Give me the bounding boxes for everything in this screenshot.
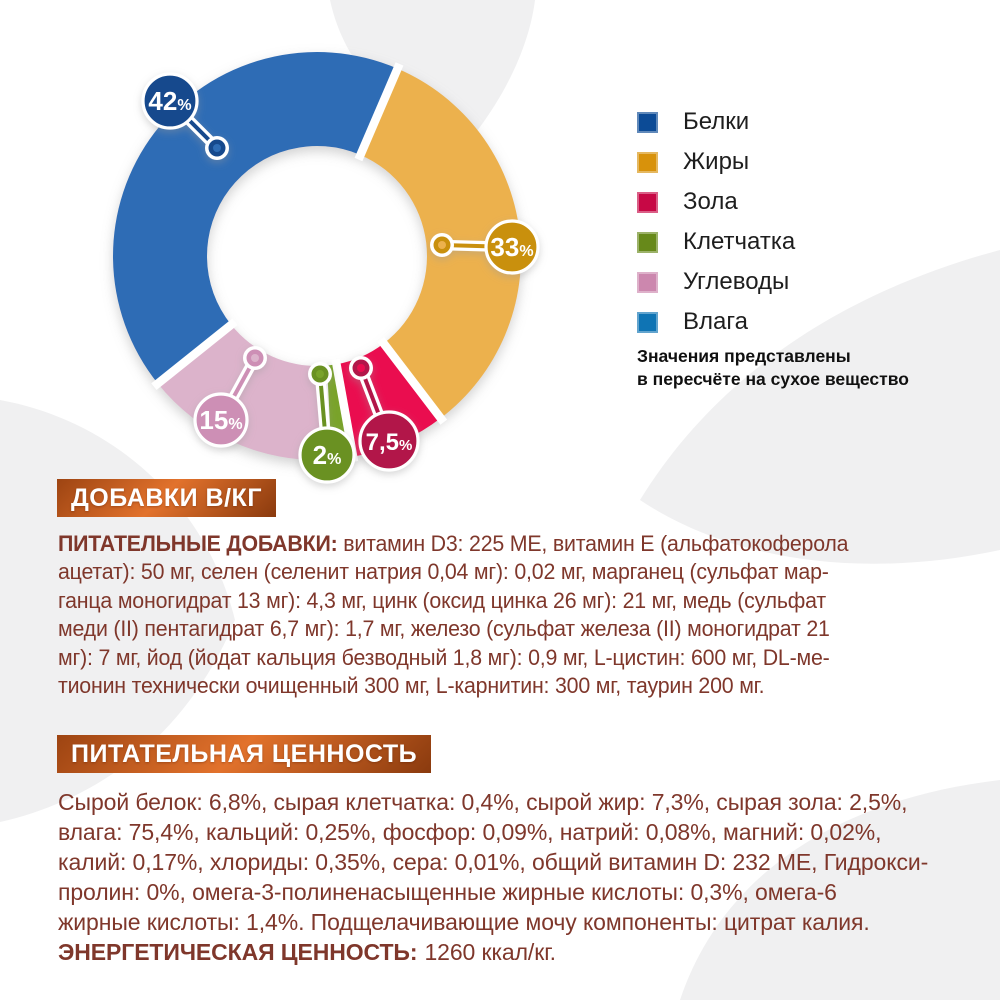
additives-bold-label: ПИТАТЕЛЬНЫЕ ДОБАВКИ: [58,531,338,556]
legend-label: Зола [683,188,738,215]
callout-value-label: 7,5% [366,429,413,456]
section-header-nutrition: ПИТАТЕЛЬНАЯ ЦЕННОСТЬ [57,735,432,773]
callout-Жиры: 33% [430,219,540,275]
energy-label: ЭНЕРГЕТИЧЕСКАЯ ЦЕННОСТЬ: [58,939,418,965]
segment-separator [151,318,238,390]
legend-label: Влага [683,308,748,335]
callout-dot-center [251,354,259,362]
callout-value-label: 15% [199,405,242,435]
legend-label: Жиры [683,148,750,175]
callout-dot-center [316,370,324,378]
legend-item: Клетчатка [637,222,795,262]
additives-first-line: ПИТАТЕЛЬНЫЕ ДОБАВКИ: витамин D3: 225 МЕ,… [58,530,849,558]
callout-Белки: 42% [141,72,229,160]
callout-dot-center [213,144,221,152]
callout-bubble [141,72,199,130]
additives-text-lines: ацетат): 50 мг, селен (селенит натрия 0,… [58,559,830,699]
legend-item: Влага [637,302,795,342]
callout-value-label: 2% [313,440,342,470]
legend-label: Клетчатка [683,228,796,255]
legend-item: Жиры [637,142,795,182]
legend-item: Зола [637,182,795,222]
legend-label: Углеводы [683,268,790,295]
legend-item: Углеводы [637,262,795,302]
segment-separator [354,62,404,162]
callout-Клетчатка: 2% [298,362,356,484]
legend-item: Белки [637,102,795,142]
callout-value-label: 33% [490,232,533,262]
energy-value: 1260 ккал/кг. [424,939,556,965]
legend: Белки Жиры Зола Клетчатка Углеводы Влага [637,102,795,342]
energy-line: ЭНЕРГЕТИЧЕСКАЯ ЦЕННОСТЬ: 1260 ккал/кг. [58,937,928,967]
additives-first-line-text: витамин D3: 225 МЕ, витамин Е (альфатоко… [343,531,849,556]
callout-bubble [484,219,540,275]
section-header-additives: ДОБАВКИ В/КГ [57,479,276,517]
callout-bubble [298,426,356,484]
donut-segment-Белки [112,51,398,384]
legend-swatch-icon [637,231,658,253]
nutrition-text-lines: Сырой белок: 6,8%, сырая клетчатка: 0,4%… [58,789,929,935]
donut-callouts: 42% 33% 7,5% 2% 15% [141,72,540,484]
callout-dot-center [357,364,365,372]
callout-value-label: 42% [148,86,191,116]
legend-label: Белки [683,108,750,135]
nutrition-paragraph: Сырой белок: 6,8%, сырая клетчатка: 0,4%… [58,787,928,967]
donut-segment-Углеводы [157,324,328,461]
callout-Зола: 7,5% [349,356,420,472]
callout-dot-center [438,241,446,249]
callout-Углеводы: 15% [193,346,267,448]
segment-separator [377,336,448,425]
legend-swatch-icon [637,311,658,333]
legend-swatch-icon [637,151,658,173]
callout-bubble [193,392,249,448]
legend-swatch-icon [637,111,658,133]
legend-swatch-icon [637,271,658,293]
legend-swatch-icon [637,191,658,213]
additives-paragraph: ПИТАТЕЛЬНЫЕ ДОБАВКИ: витамин D3: 225 МЕ,… [58,530,849,700]
callout-bubble [358,410,420,472]
dry-matter-note: Значения представлены в пересчёте на сухо… [637,346,909,389]
